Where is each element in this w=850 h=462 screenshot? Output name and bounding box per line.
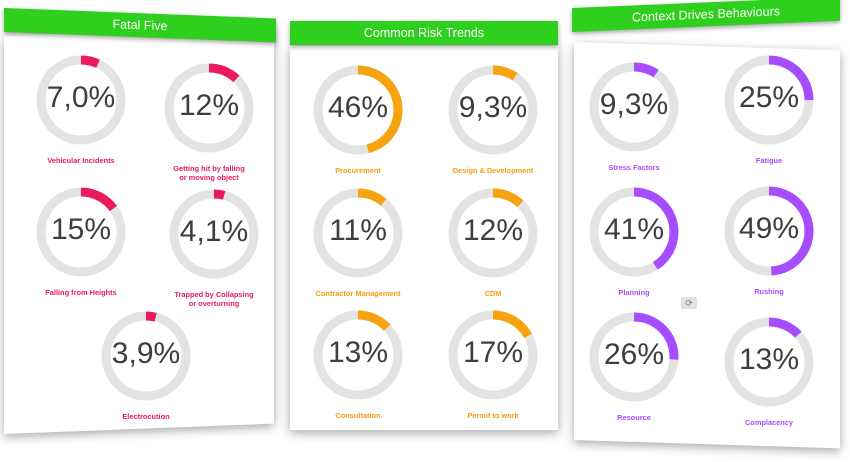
gauge-value: 11%: [329, 214, 387, 247]
gauge-procurement: 46% Procurement: [268, 60, 448, 175]
gauge-label: Permit to work: [467, 411, 519, 420]
gauge-label: Vehicular Incidents: [47, 156, 115, 165]
donut-ring: [36, 187, 126, 277]
gauge-value: 15%: [50, 213, 112, 246]
gauge-planning: 41% Planning: [544, 182, 724, 297]
gauge-value: 13%: [738, 343, 800, 376]
gauge-value: 41%: [603, 213, 665, 246]
donut-progress-arc: [589, 62, 679, 152]
gauge-label: Design & Development: [452, 166, 534, 175]
donut-ring: [36, 55, 126, 145]
donut-progress-arc: [724, 55, 814, 145]
donut-ring: [313, 310, 403, 400]
gauge-value: 17%: [462, 336, 524, 369]
gauge-value: 26%: [603, 338, 665, 371]
donut-ring: [448, 188, 538, 278]
gauge-complacency: 13% Complacency: [679, 312, 850, 427]
gauge-label: Procurement: [335, 166, 381, 175]
gauge-consultation: 13% Consultation: [268, 305, 448, 420]
donut-ring: [724, 317, 814, 407]
gauge-label: Fatigue: [755, 156, 783, 165]
donut-ring: [164, 63, 254, 153]
gauge-permit-to-work: 17% Permit to work: [403, 305, 583, 420]
gauge-label: Complacency: [744, 418, 794, 427]
donut-progress-arc: [589, 187, 679, 277]
donut-progress-arc: [448, 65, 538, 155]
gauge-value: 49%: [738, 212, 800, 245]
gauge-value: 25%: [738, 81, 800, 114]
donut-progress-arc: [313, 310, 403, 400]
gauge-stress-factors: 9,3% Stress Factors: [544, 57, 724, 172]
gauge-value: 4,1%: [179, 215, 249, 248]
donut-ring: [724, 55, 814, 145]
donut-progress-arc: [448, 188, 538, 278]
donut-ring: [101, 311, 191, 401]
gauge-value: 9,3%: [599, 88, 669, 121]
context-drives-behaviours-title: Context Drives Behaviours: [572, 0, 840, 33]
gauge-label: Trapped by Collapsing or overturning: [174, 290, 254, 308]
gauge-falling-from-heights: 15% Falling from Heights: [0, 182, 171, 297]
gauge-label: Falling from Heights: [45, 288, 117, 297]
donut-progress-arc: [724, 317, 814, 407]
gauge-cdm: 12% CDM: [403, 183, 583, 298]
gauge-rushing: 49% Rushing: [679, 181, 850, 296]
donut-progress-arc: [589, 312, 679, 402]
donut-ring: [448, 65, 538, 155]
donut-progress-arc: [448, 310, 538, 400]
gauge-resource: 26% Resource: [544, 307, 724, 422]
donut-progress-arc: [164, 63, 254, 153]
common-risk-trends-panel: [290, 46, 558, 430]
gauge-electrocution: 3,9% Electrocution: [56, 306, 236, 421]
gauge-value: 46%: [327, 91, 389, 124]
donut-ring: [589, 312, 679, 402]
donut-progress-arc: [101, 311, 191, 401]
refresh-icon[interactable]: ⟳: [681, 297, 697, 309]
gauge-label: Electrocution: [122, 412, 170, 421]
gauge-falling-object: 12% Getting hit by falling or moving obje…: [119, 58, 299, 182]
gauge-vehicular-incidents: 7,0% Vehicular Incidents: [0, 50, 171, 165]
donut-ring: [589, 187, 679, 277]
donut-progress-arc: [724, 186, 814, 276]
gauge-value: 3,9%: [111, 337, 181, 370]
gauge-label: CDM: [484, 289, 502, 298]
donut-ring: [724, 186, 814, 276]
donut-ring: [448, 310, 538, 400]
gauge-label: Stress Factors: [608, 163, 660, 172]
gauge-value: 13%: [327, 336, 389, 369]
gauge-contractor-management: 11% Contractor Management: [268, 183, 448, 298]
donut-progress-arc: [36, 187, 126, 277]
gauge-label: Contractor Management: [315, 289, 401, 298]
gauge-label: Consultation: [335, 411, 381, 420]
donut-ring: [169, 189, 259, 279]
gauge-trapped-by-collapsing: 4,1% Trapped by Collapsing or overturning: [124, 184, 304, 308]
common-risk-trends-title: Common Risk Trends: [290, 21, 558, 45]
donut-progress-arc: [36, 55, 126, 145]
gauge-label: Getting hit by falling or moving object: [173, 164, 245, 182]
gauge-value: 9,3%: [458, 91, 528, 124]
gauge-label: Rushing: [754, 287, 784, 296]
gauge-value: 7,0%: [46, 81, 116, 114]
donut-ring: [589, 62, 679, 152]
gauge-label: Resource: [617, 413, 651, 422]
donut-ring: [313, 188, 403, 278]
gauge-label: Planning: [618, 288, 650, 297]
gauge-value: 12%: [178, 89, 240, 122]
gauge-value: 12%: [462, 214, 524, 247]
gauge-design-development: 9,3% Design & Development: [403, 60, 583, 175]
donut-progress-arc: [313, 65, 403, 155]
donut-progress-arc: [313, 188, 403, 278]
donut-ring: [313, 65, 403, 155]
gauge-fatigue: 25% Fatigue: [679, 50, 850, 165]
donut-progress-arc: [169, 189, 259, 279]
